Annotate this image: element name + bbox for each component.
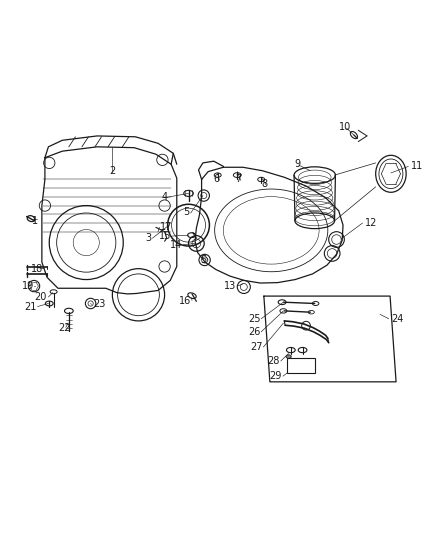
Text: 25: 25 <box>248 314 260 324</box>
FancyBboxPatch shape <box>287 358 315 373</box>
Text: 23: 23 <box>93 300 105 309</box>
Text: 24: 24 <box>391 314 403 324</box>
Text: 28: 28 <box>268 356 280 366</box>
Text: 10: 10 <box>339 122 351 132</box>
Text: 9: 9 <box>294 159 300 169</box>
Text: 12: 12 <box>365 218 377 228</box>
Text: 8: 8 <box>261 179 268 189</box>
Text: 18: 18 <box>31 264 43 273</box>
Text: 7: 7 <box>236 174 242 184</box>
Text: 20: 20 <box>35 292 47 302</box>
Text: 27: 27 <box>250 342 262 352</box>
Text: 16: 16 <box>178 296 191 306</box>
Text: 11: 11 <box>410 161 423 172</box>
Text: 13: 13 <box>224 281 237 291</box>
Text: 1: 1 <box>32 216 39 226</box>
Text: 17: 17 <box>160 222 173 232</box>
Text: 15: 15 <box>159 231 171 241</box>
Text: 14: 14 <box>170 240 182 250</box>
Text: 29: 29 <box>270 371 282 381</box>
Text: 3: 3 <box>145 233 152 243</box>
Text: 21: 21 <box>24 302 36 312</box>
Text: 22: 22 <box>58 324 71 333</box>
Text: 5: 5 <box>201 255 207 265</box>
Text: 5: 5 <box>183 207 190 217</box>
Ellipse shape <box>286 355 291 358</box>
Text: 4: 4 <box>162 192 168 202</box>
Text: 2: 2 <box>109 166 116 176</box>
Text: 26: 26 <box>248 327 260 337</box>
Text: 19: 19 <box>22 281 34 291</box>
Text: 6: 6 <box>214 174 220 184</box>
